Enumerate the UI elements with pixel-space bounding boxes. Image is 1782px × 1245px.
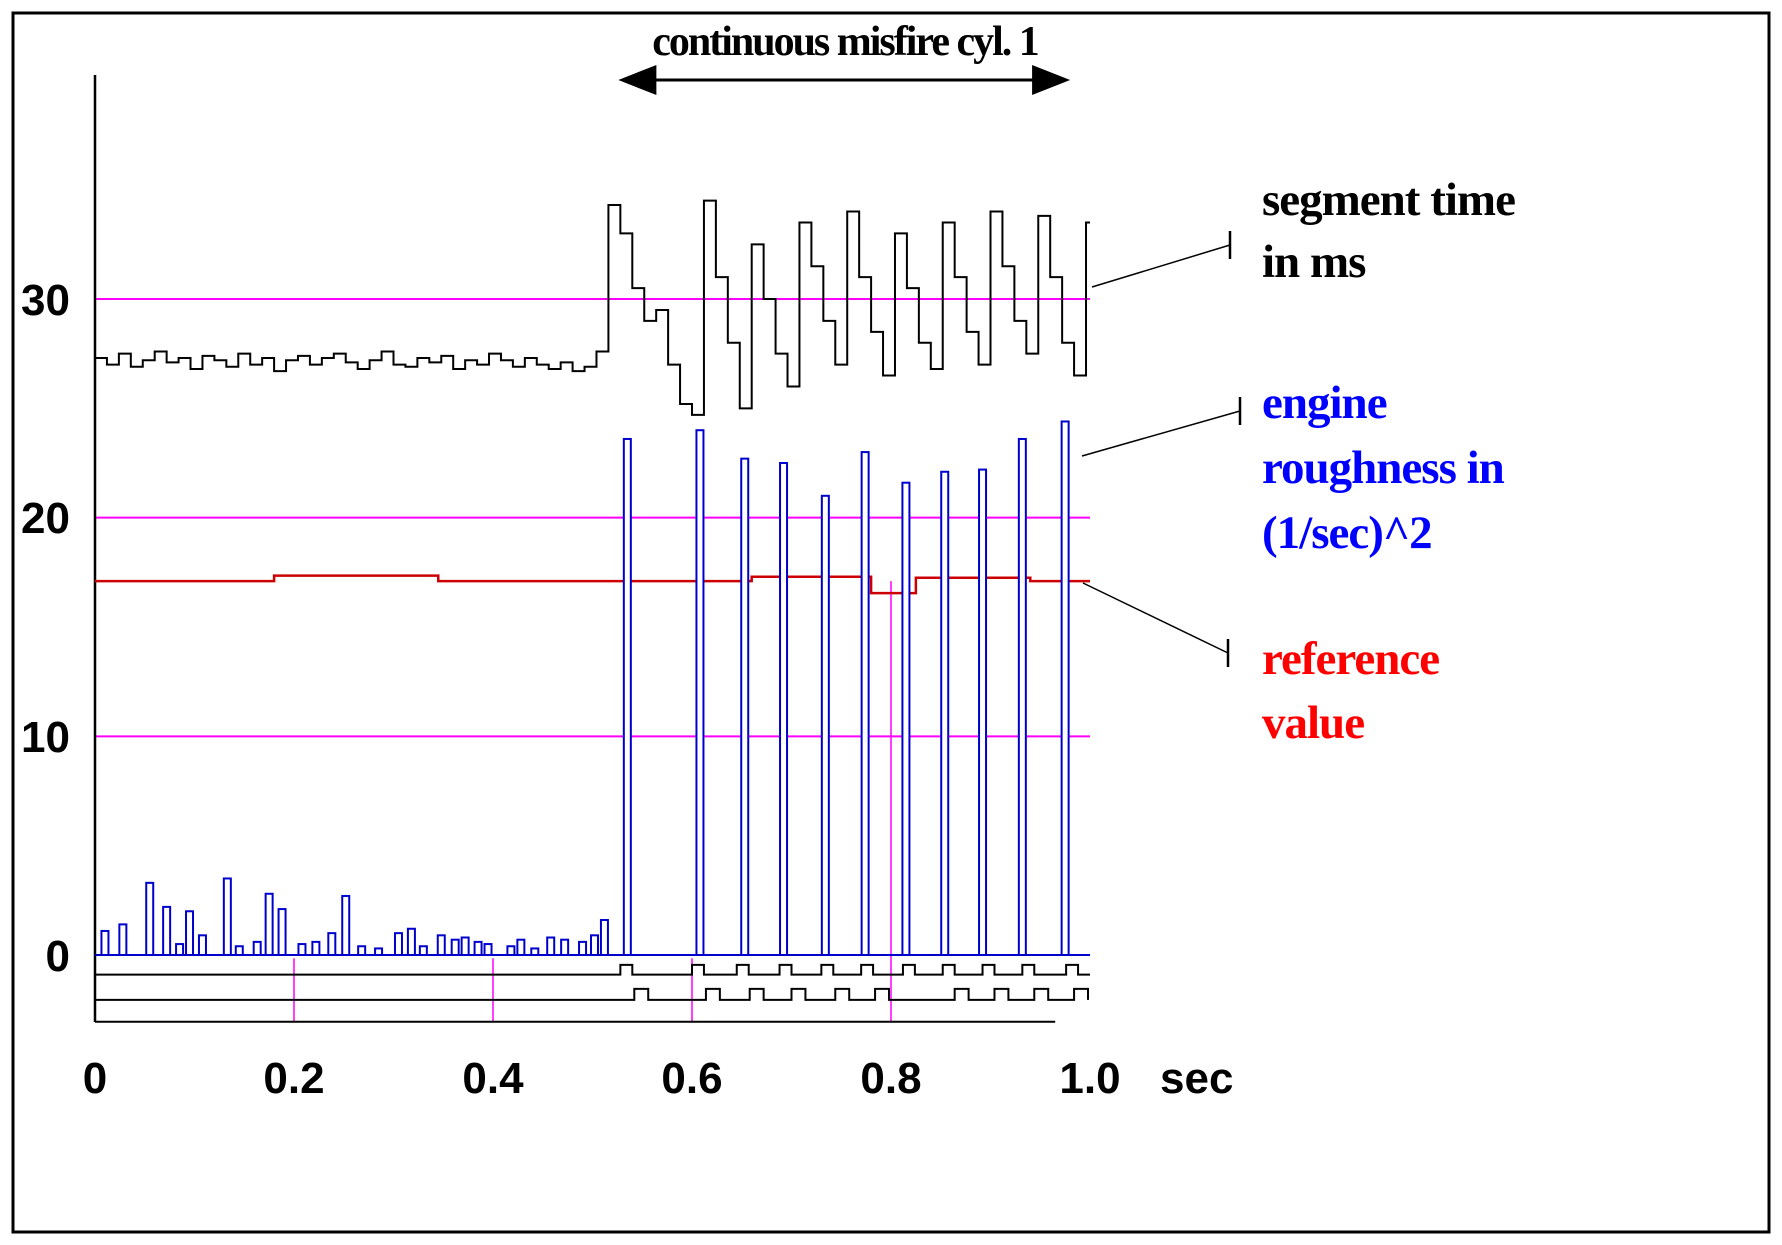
engine-roughness-spike-1 (118, 923, 128, 956)
engine-roughness-spike-9 (252, 940, 262, 956)
engine-roughness-spike-15 (341, 894, 351, 956)
engine-roughness-spike-22 (450, 938, 460, 956)
engine-roughness-spike-40 (901, 481, 911, 956)
engine-roughness-spike-3 (162, 905, 172, 956)
legend-engine-roughness-line2: roughness in (1262, 442, 1505, 494)
engine-roughness-spike-34 (622, 437, 632, 956)
engine-roughness-spike-8 (234, 945, 244, 957)
engine-roughness-spike-35 (695, 429, 705, 956)
series-segment-time (95, 199, 1090, 416)
figure-border (11, 11, 1771, 1234)
x-axis-unit-label: sec (1160, 1054, 1233, 1103)
segment-time-curve (95, 199, 1090, 416)
engine-roughness-spike-37 (779, 462, 789, 956)
engine-roughness-spike-18 (393, 932, 403, 956)
engine-roughness-spike-42 (978, 468, 988, 956)
engine-roughness-spike-7 (222, 877, 232, 956)
engine-roughness-spike-29 (546, 936, 556, 957)
engine-roughness-spike-25 (483, 943, 493, 957)
engine-roughness-spike-2 (145, 881, 155, 957)
engine-roughness-spike-17 (374, 947, 384, 956)
engine-roughness-spike-14 (327, 932, 337, 956)
engine-roughness-spike-38 (820, 494, 830, 956)
misfire-span-arrow-head-left (618, 65, 657, 95)
engine-roughness-spike-13 (311, 940, 321, 956)
engine-roughness-spike-21 (436, 934, 446, 957)
y-tick-label-20: 20 (21, 494, 70, 543)
engine-roughness-spike-28 (530, 947, 540, 956)
engine-roughness-spike-44 (1060, 420, 1070, 956)
legend-engine-roughness-line3: (1/sec)^2 (1262, 507, 1432, 559)
engine-roughness-spike-16 (357, 945, 367, 957)
engine-roughness-spike-27 (516, 938, 526, 956)
engine-roughness-spike-41 (940, 470, 950, 956)
engine-roughness-spike-0 (100, 929, 110, 956)
annotation-arrow (618, 65, 1071, 95)
x-tick-label-0_6: 0.6 (661, 1054, 722, 1103)
engine-roughness-spike-6 (197, 934, 207, 957)
legend-reference-value-line1: reference (1262, 633, 1439, 685)
x-tick-label-0_2: 0.2 (263, 1054, 324, 1103)
legend-reference-value-line2: value (1262, 697, 1364, 749)
series-flag-traces (95, 963, 1090, 1023)
engine-roughness-spike-4 (175, 943, 185, 957)
series-engine-roughness (95, 420, 1090, 957)
y-tick-label-10: 10 (21, 713, 70, 762)
reference-value-curve (95, 574, 1090, 595)
engine-roughness-spike-26 (506, 945, 516, 957)
engine-roughness-spike-12 (297, 943, 307, 957)
legend-engine-roughness-line1: engine (1262, 377, 1387, 429)
engine-roughness-spike-33 (599, 919, 609, 957)
engine-roughness-spike-31 (578, 940, 588, 956)
engine-roughness-spike-19 (406, 927, 416, 957)
y-tick-label-0: 0 (46, 932, 70, 981)
engine-roughness-pointer-line (1081, 410, 1241, 457)
engine-roughness-spike-20 (418, 945, 428, 957)
misfire_flag_upper-curve (95, 963, 1090, 976)
misfire-span-arrow-head-right (1032, 65, 1071, 95)
engine-roughness-spike-11 (277, 908, 287, 957)
x-tick-label-1_0: 1.0 (1059, 1054, 1120, 1103)
reference-value-pointer-line (1082, 582, 1229, 654)
x-tick-label-0_4: 0.4 (462, 1054, 524, 1103)
x-tick-label-0_8: 0.8 (860, 1054, 921, 1103)
legend-segment-time-line1: segment time (1262, 174, 1515, 226)
engine-roughness-spike-24 (473, 940, 483, 956)
engine-roughness-spike-39 (860, 451, 870, 956)
misfire_flag_lower-curve (95, 987, 1090, 1001)
engine-roughness-spike-43 (1017, 437, 1027, 956)
segment-time-pointer-line (1091, 244, 1231, 288)
engine-roughness-spike-30 (560, 938, 570, 956)
x-tick-label-0: 0 (83, 1054, 107, 1103)
engine-roughness-spike-36 (740, 457, 750, 956)
engine-roughness-spike-5 (185, 910, 195, 957)
engine-roughness-spike-32 (589, 934, 599, 957)
series-reference-value (95, 574, 1090, 595)
engine-roughness-spike-10 (264, 892, 274, 957)
annotation-label: continuous misfire cyl. 1 (652, 19, 1038, 65)
legend-segment-time-line2: in ms (1262, 236, 1366, 288)
engine-roughness-spike-23 (460, 936, 470, 957)
y-tick-label-30: 30 (21, 276, 70, 325)
